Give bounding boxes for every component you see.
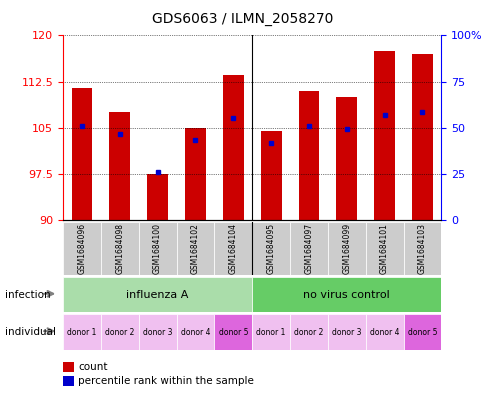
Bar [63, 314, 101, 350]
Bar [260, 131, 281, 220]
Text: GSM1684103: GSM1684103 [417, 223, 426, 274]
Bar [223, 75, 243, 220]
Bar [374, 51, 394, 220]
Text: GSM1684097: GSM1684097 [304, 223, 313, 274]
Text: count: count [78, 362, 107, 372]
Bar [147, 174, 167, 220]
Bar [365, 222, 403, 275]
Bar [101, 314, 138, 350]
Text: donor 3: donor 3 [143, 328, 172, 336]
Text: GSM1684095: GSM1684095 [266, 223, 275, 274]
Bar [109, 112, 130, 220]
Bar [252, 222, 289, 275]
Bar [411, 54, 432, 220]
Text: infection: infection [5, 290, 50, 300]
Bar [403, 222, 440, 275]
Bar [365, 314, 403, 350]
Bar [327, 314, 365, 350]
Bar [63, 222, 101, 275]
Bar [327, 222, 365, 275]
Text: GSM1684098: GSM1684098 [115, 223, 124, 274]
Text: donor 4: donor 4 [369, 328, 398, 336]
Bar [214, 222, 252, 275]
Text: donor 5: donor 5 [407, 328, 436, 336]
Text: donor 1: donor 1 [67, 328, 96, 336]
Text: GSM1684101: GSM1684101 [379, 223, 388, 274]
Bar [336, 97, 356, 220]
Bar [214, 314, 252, 350]
Bar [138, 222, 176, 275]
Text: GSM1684102: GSM1684102 [191, 223, 199, 274]
Text: no virus control: no virus control [303, 290, 389, 300]
Text: GSM1684099: GSM1684099 [342, 223, 350, 274]
Bar [63, 277, 252, 312]
Text: donor 5: donor 5 [218, 328, 247, 336]
Bar [176, 314, 214, 350]
Bar [403, 314, 440, 350]
Text: GSM1684100: GSM1684100 [153, 223, 162, 274]
Text: individual: individual [5, 327, 56, 337]
Bar [72, 88, 92, 220]
Text: donor 2: donor 2 [294, 328, 323, 336]
Bar [289, 222, 327, 275]
Text: percentile rank within the sample: percentile rank within the sample [78, 376, 254, 386]
Bar [185, 128, 205, 220]
Bar [63, 362, 74, 372]
Bar [298, 91, 318, 220]
Bar [252, 314, 289, 350]
Text: GSM1684096: GSM1684096 [77, 223, 86, 274]
Text: donor 2: donor 2 [105, 328, 134, 336]
Text: donor 1: donor 1 [256, 328, 285, 336]
Bar [138, 314, 176, 350]
Text: donor 4: donor 4 [181, 328, 210, 336]
Text: GDS6063 / ILMN_2058270: GDS6063 / ILMN_2058270 [151, 12, 333, 26]
Text: influenza A: influenza A [126, 290, 188, 300]
Bar [289, 314, 327, 350]
Bar [101, 222, 138, 275]
Bar [176, 222, 214, 275]
Bar [63, 376, 74, 386]
Text: GSM1684104: GSM1684104 [228, 223, 237, 274]
Bar [252, 277, 440, 312]
Text: donor 3: donor 3 [332, 328, 361, 336]
